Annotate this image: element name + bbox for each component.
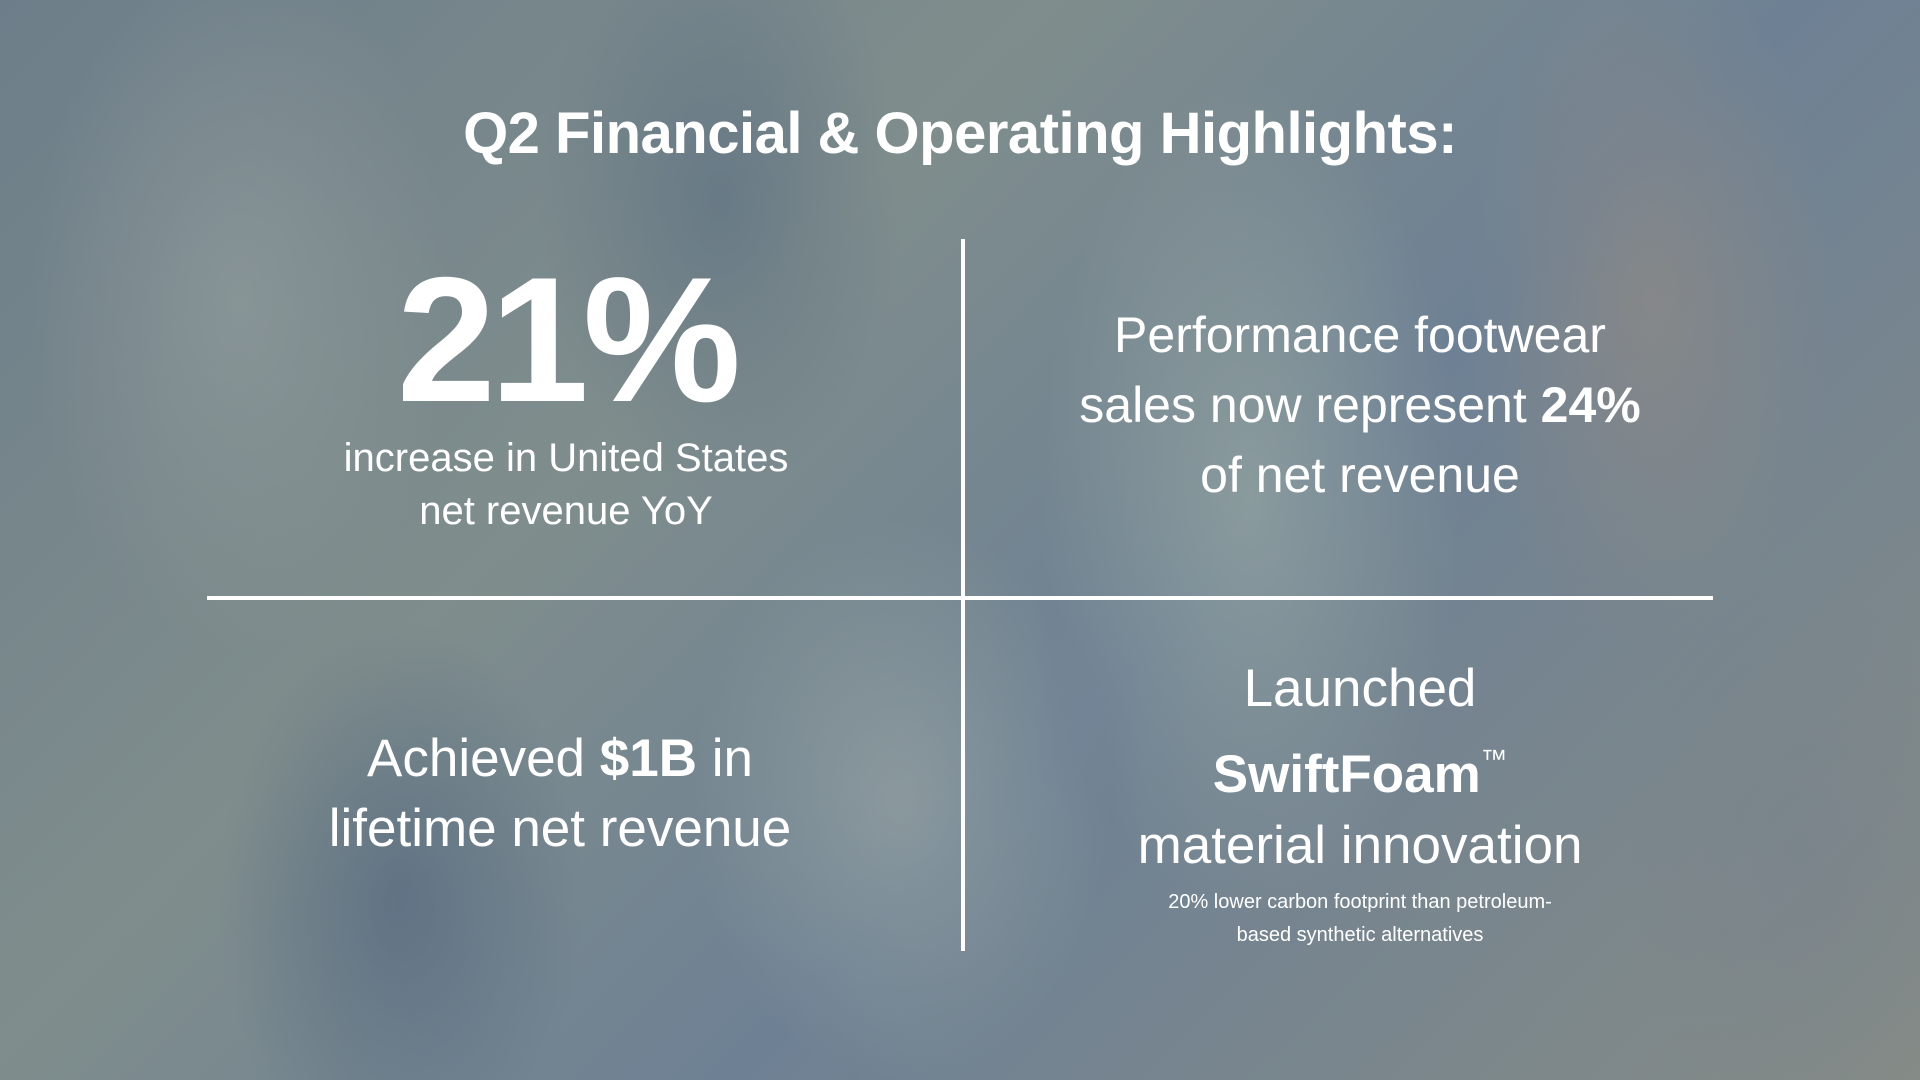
page-title: Q2 Financial & Operating Highlights:: [463, 101, 1457, 166]
bold-value: $1B: [599, 729, 697, 788]
swiftfoam-highlight: Launched SwiftFoam™ material innovation: [1000, 653, 1720, 881]
horizontal-divider: [207, 596, 1713, 600]
vertical-divider: [961, 239, 965, 951]
footwear-highlight: Performance footwear sales now represent…: [1000, 300, 1720, 510]
us-revenue-stat: 21%: [396, 240, 741, 439]
text-line: SwiftFoam™: [1000, 724, 1720, 810]
text-line: sales now represent 24%: [1000, 370, 1720, 440]
text: Achieved: [367, 729, 586, 788]
caption-line: net revenue YoY: [419, 489, 713, 533]
caption-line: increase in United States: [343, 436, 789, 480]
product-name: SwiftFoam: [1212, 744, 1481, 804]
text: in: [711, 729, 753, 788]
lifetime-revenue-highlight: Achieved $1B in lifetime net revenue: [220, 724, 900, 864]
footnote-line: 20% lower carbon footprint than petroleu…: [1168, 891, 1552, 913]
text-line: material innovation: [1137, 815, 1583, 875]
trademark: ™: [1480, 744, 1508, 774]
us-revenue-caption: increase in United States net revenue Yo…: [260, 432, 872, 538]
text-line: Achieved $1B in: [220, 724, 900, 794]
footnote-line: based synthetic alternatives: [1236, 924, 1484, 946]
text-line: of net revenue: [1200, 447, 1520, 503]
text: sales now represent: [1079, 377, 1527, 433]
swiftfoam-footnote: 20% lower carbon footprint than petroleu…: [1080, 886, 1640, 952]
bold-value: 24%: [1540, 377, 1641, 433]
text-line: Performance footwear: [1114, 307, 1606, 363]
text-line: Launched: [1243, 659, 1477, 718]
text-line: lifetime net revenue: [328, 799, 792, 858]
